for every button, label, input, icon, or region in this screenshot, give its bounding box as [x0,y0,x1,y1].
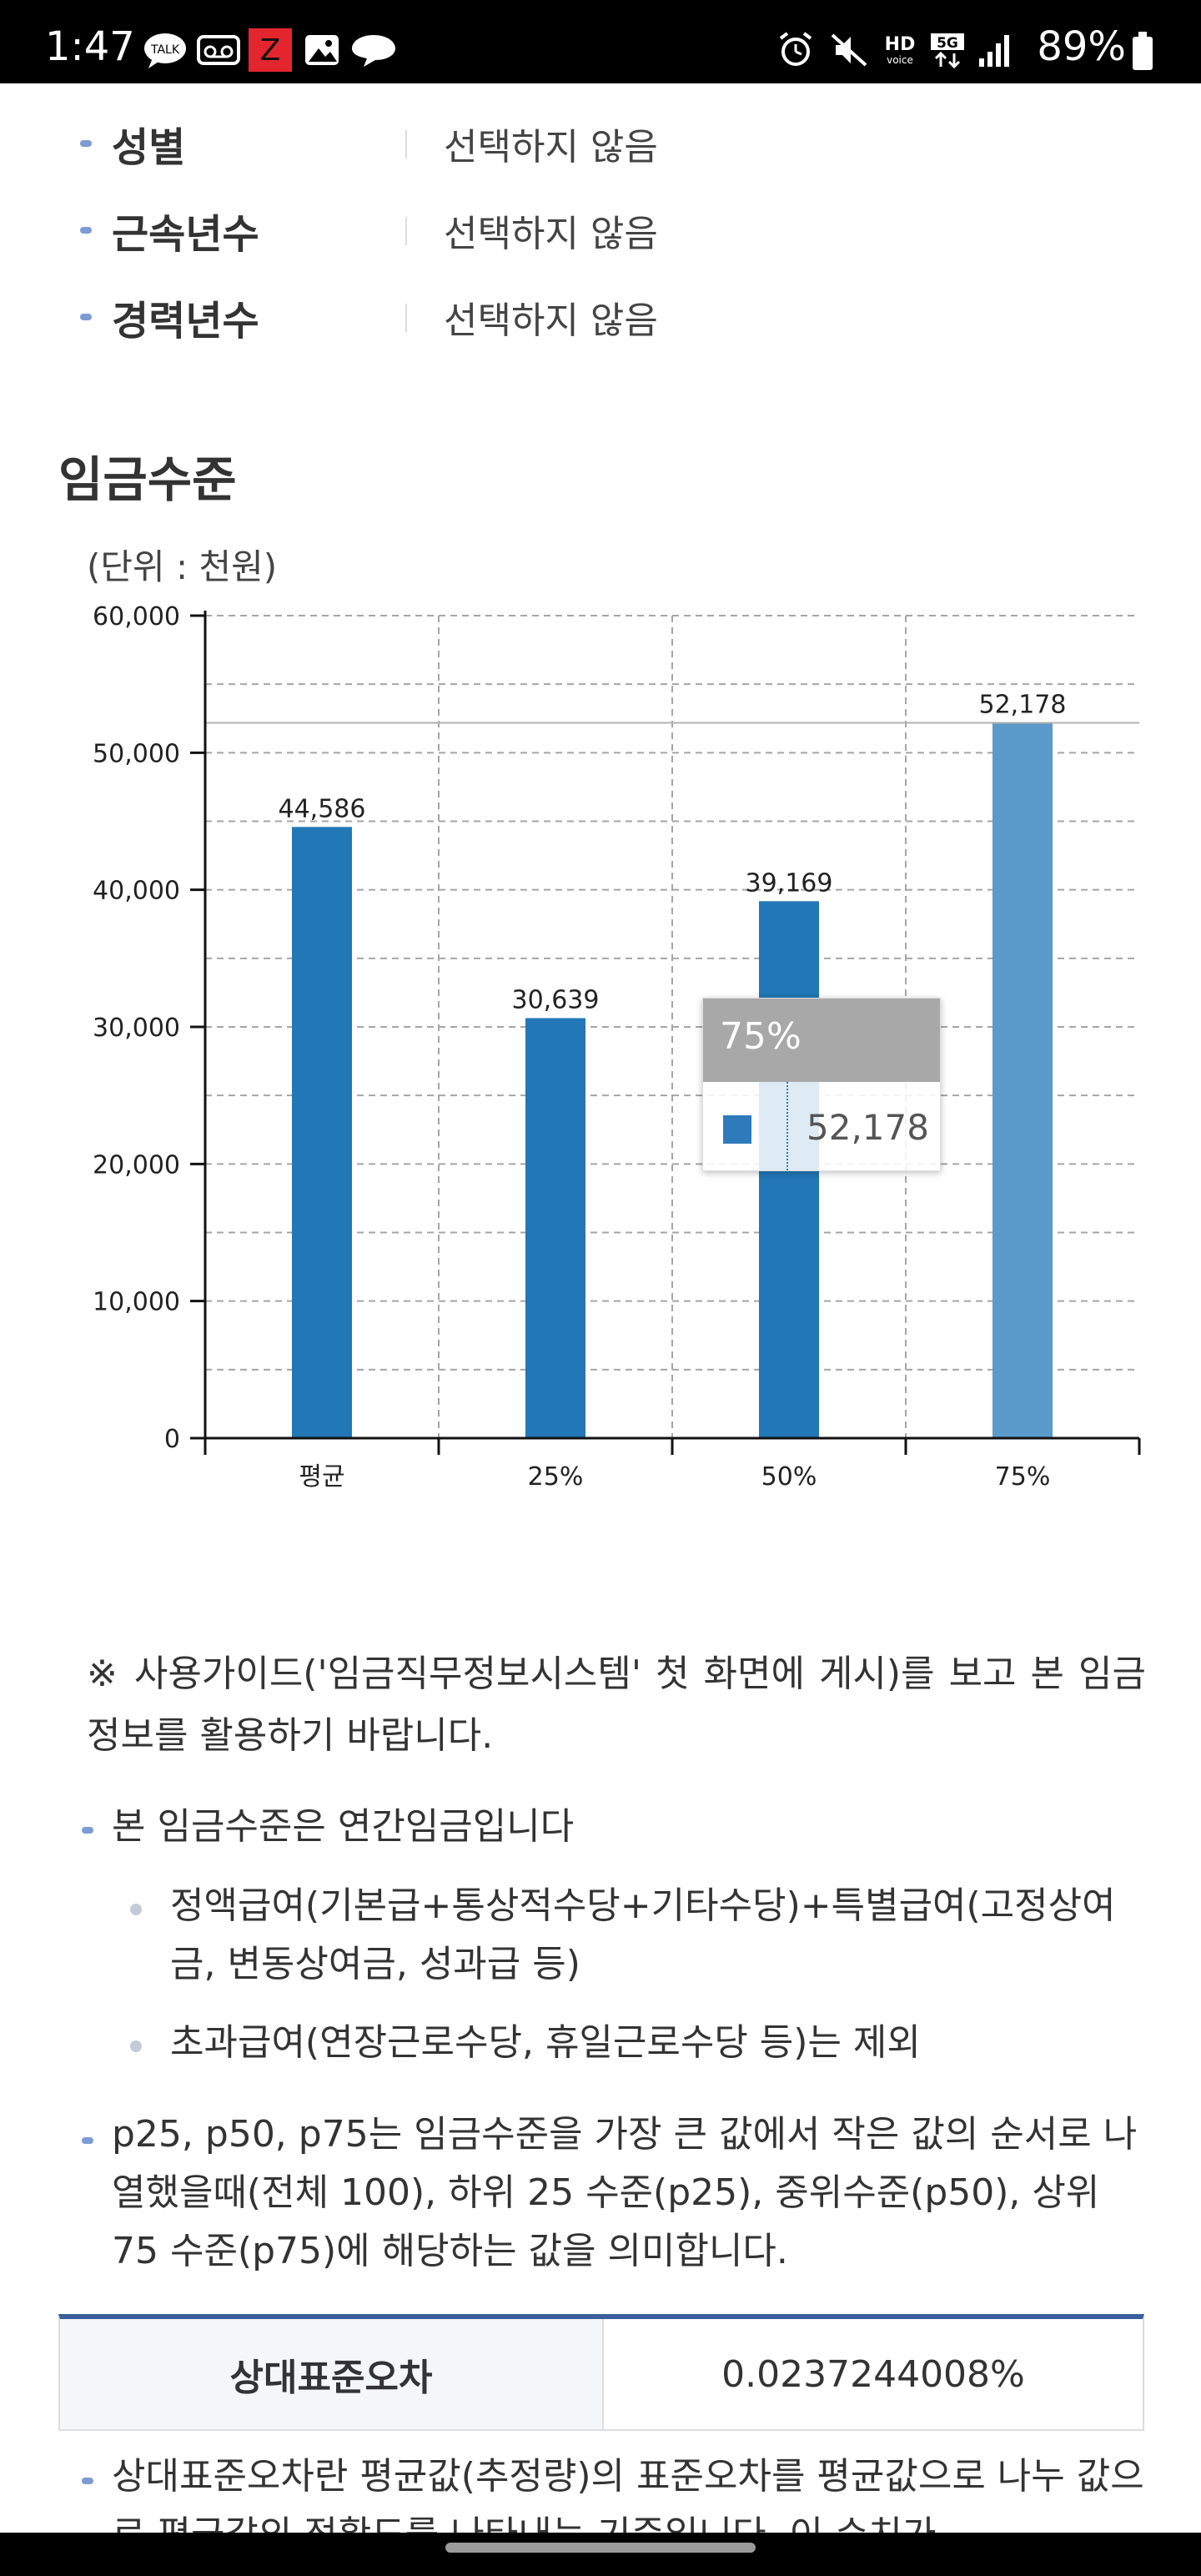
rse-table: 상대표준오차 0.0237244008% [58,2314,1144,2431]
bar [992,722,1053,1438]
bullet-icon [82,2137,93,2144]
filter-label: 경력년수 [112,298,259,345]
y-tick-label: 60,000 [93,602,180,631]
tooltip-title: 75% [703,999,940,1082]
percentile-note: p25, p50, p75는 임금수준을 가장 큰 값에서 작은 값의 순서로 … [112,2113,1138,2272]
y-tick-label: 10,000 [93,1288,180,1317]
y-tick-label: 50,000 [93,739,180,768]
mute-icon [829,32,869,68]
filter-row: 성별 선택하지 않음 [80,110,1164,177]
excludes-note: 초과급여(연장근로수당, 휴일근로수당 등)는 제외 [170,2021,921,2064]
bullet-icon [130,1904,142,1915]
filter-label: 성별 [112,124,186,171]
navigation-bar [0,2533,1201,2576]
tooltip-crosshair [786,1082,788,1170]
wage-bar-chart: 44,586 평균 30,639 25% 39,169 50% 52,178 75% 0 10,0… [93,602,1141,1492]
x-tick-label: 50% [761,1462,817,1492]
battery-icon [1133,32,1153,70]
bullet-icon [130,2040,142,2052]
status-bar: 1:47 TALK Z HD voice 5G 89% [0,0,1201,83]
includes-note: 정액급여(기본급+통상적수당+기타수당)+특별급여(고정상여금, 변동상여금, … [170,1884,1116,1985]
bar [525,1018,585,1438]
filter-value: 선택하지 않음 [444,126,658,169]
bullet-icon [82,2478,93,2484]
divider [405,130,407,158]
z-app-icon: Z [249,28,292,72]
alarm-icon [776,32,816,68]
svg-text:Z: Z [260,33,281,68]
data-label: 52,178 [979,691,1067,720]
data-label: 30,639 [512,985,600,1014]
filter-row: 근속년수 선택하지 않음 [80,197,1164,264]
divider [405,217,407,245]
data-label: 44,586 [279,794,366,823]
signal-icon [976,32,1014,68]
filter-label: 근속년수 [112,211,259,258]
svg-text:TALK: TALK [150,43,180,57]
voicemail-icon [197,32,240,68]
chat-icon [350,32,397,68]
status-time: 1:47 [45,23,135,70]
filter-row: 경력년수 선택하지 않음 [80,284,1164,350]
talk-icon: TALK [143,32,187,68]
bullet-icon [82,1827,93,1834]
hd-voice-icon: HD voice [879,32,921,68]
5g-icon: 5G [927,32,967,68]
y-tick-label: 40,000 [93,877,180,906]
divider [405,304,407,332]
section-title: 임금수준 [58,451,237,508]
svg-text:HD: HD [885,34,916,55]
chart-tooltip: 75% 52,178 [702,998,941,1171]
svg-text:5G: 5G [937,35,958,52]
svg-text:voice: voice [887,54,913,66]
x-tick-label: 평균 [299,1462,344,1492]
home-gesture-handle[interactable] [445,2543,756,2553]
annual-wage-note: 본 임금수준은 연간임금입니다 [112,1805,575,1848]
filter-value: 선택하지 않음 [444,213,658,255]
x-tick-label: 25% [528,1462,584,1492]
y-tick-label: 20,000 [93,1150,180,1180]
rse-value: 0.0237244008% [721,2352,1025,2396]
y-tick-label: 30,000 [93,1014,180,1043]
bullet-icon [80,140,92,147]
y-tick-label: 0 [164,1425,180,1454]
bar [292,827,352,1438]
data-label: 39,169 [746,868,833,898]
bullet-icon [80,314,92,320]
rse-label: 상대표준오차 [60,2319,604,2429]
filter-value: 선택하지 않음 [444,299,658,342]
battery-percent: 89% [1037,23,1126,70]
tooltip-value: 52,178 [807,1107,929,1148]
rse-note: 상대표준오차란 평균값(추정량)의 표준오차를 평균값으로 나누 값으로 평균값… [112,2455,1144,2533]
gallery-icon [302,32,342,68]
unit-label: (단위 : 천원) [87,546,278,587]
bullet-icon [80,227,92,234]
x-tick-label: 75% [995,1462,1051,1492]
guide-note: ※ 사용가이드('임금직무정보시스템' 첫 화면에 게시)를 보고 본 임금정보… [87,1653,1146,1757]
tooltip-swatch [723,1115,751,1144]
